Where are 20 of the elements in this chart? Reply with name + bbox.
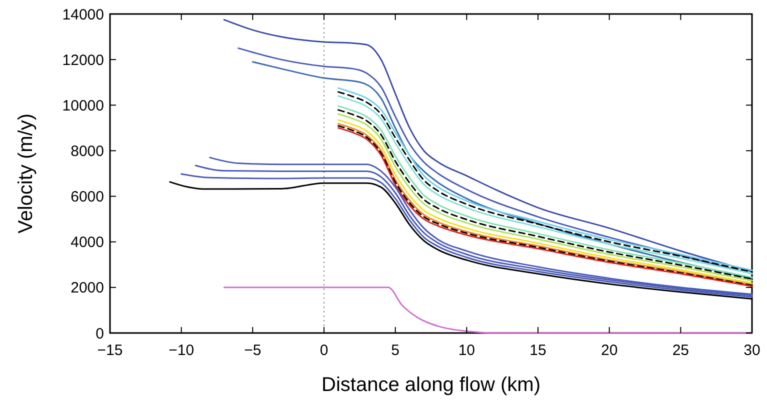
x-tick-label: 0 bbox=[320, 342, 328, 359]
y-tick-label: 4000 bbox=[70, 234, 104, 252]
y-axis-title: Velocity (m/y) bbox=[15, 113, 37, 234]
y-tick-label: 12000 bbox=[62, 52, 104, 69]
x-tick-label: −5 bbox=[244, 342, 262, 359]
x-tick-label: 5 bbox=[391, 342, 400, 359]
x-tick-label: 15 bbox=[530, 342, 546, 359]
y-tick-label: 0 bbox=[96, 325, 104, 342]
x-axis-title: Distance along flow (km) bbox=[322, 374, 540, 396]
x-tick-label: 30 bbox=[744, 342, 760, 359]
y-tick-label: 2000 bbox=[70, 280, 104, 297]
x-tick-label: −10 bbox=[168, 342, 194, 359]
x-tick-label: 25 bbox=[672, 342, 690, 359]
x-tick-label: 10 bbox=[458, 342, 476, 359]
y-tick-label: 14000 bbox=[62, 6, 104, 24]
x-tick-label: 20 bbox=[600, 342, 618, 359]
y-tick-label: 8000 bbox=[70, 142, 104, 160]
y-tick-label: 10000 bbox=[62, 97, 104, 114]
y-tick-label: 6000 bbox=[70, 188, 104, 206]
x-tick-label: −15 bbox=[97, 342, 123, 359]
